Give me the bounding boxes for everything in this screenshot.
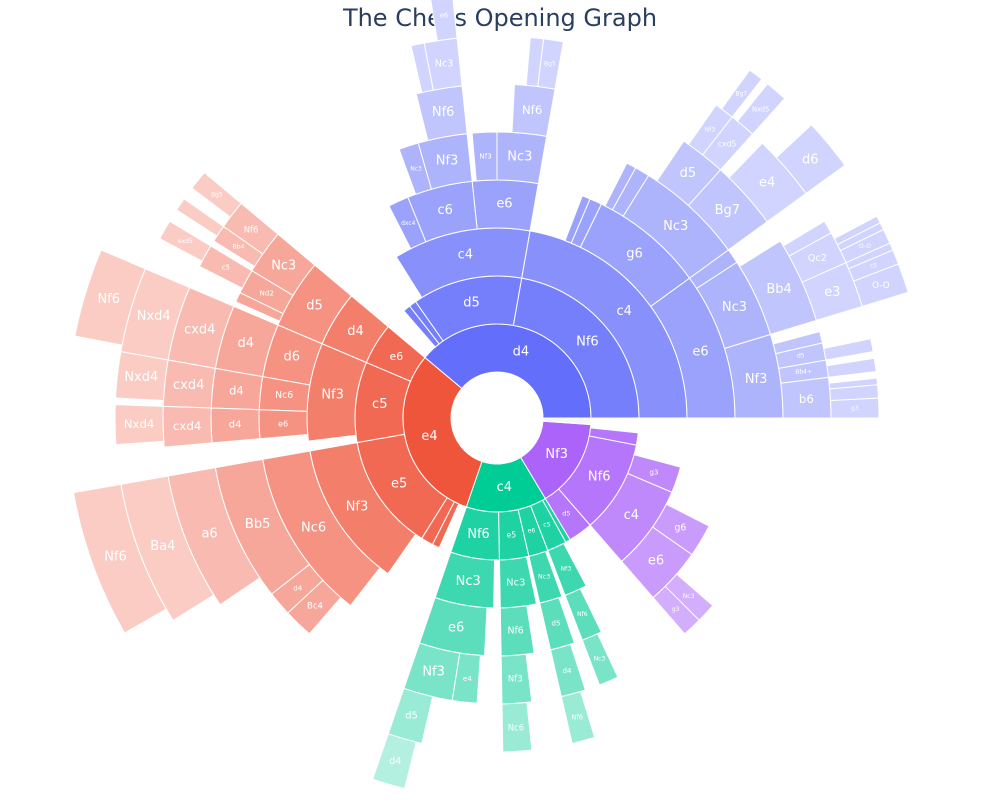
sunburst-segment-Nf6-92[interactable] [72, 483, 167, 634]
sunburst-segment-Nc3-12[interactable] [823, 337, 874, 361]
sunburst-segment-Nf6-114[interactable] [560, 690, 596, 745]
sunburst-segment-Nc6-109[interactable] [501, 701, 533, 753]
sunburst-segment-Nc3-126[interactable] [664, 573, 714, 621]
sunburst-center [451, 372, 543, 464]
sunburst-segment-d4-113[interactable] [549, 643, 587, 698]
sunburst-segment-b6-5[interactable] [780, 376, 832, 419]
sunburst-segment-Nf3-108[interactable] [500, 653, 533, 705]
sunburst-segment-Nf6-98[interactable] [450, 506, 500, 561]
sunburst-segment-cxd5-46[interactable] [525, 36, 545, 88]
sunburst-segment-d4-103[interactable] [371, 733, 417, 790]
sunburst-segment-Nc3-54[interactable] [398, 142, 433, 195]
sunburst-segment-Nbd2-10[interactable] [826, 357, 877, 378]
sunburst-segment-e4-104[interactable] [451, 652, 481, 704]
sunburst-segment-e6-42[interactable] [471, 179, 539, 232]
sunburst-segment-c5-23[interactable] [833, 215, 881, 246]
sunburst-segment-Nf6-50[interactable] [415, 85, 468, 142]
sunburst-segment-d6-57[interactable] [403, 305, 440, 348]
sunburst-segment-Nc3-99[interactable] [434, 551, 496, 609]
sunburst-segment-Nxd5-33[interactable] [736, 83, 786, 135]
sunburst-segment-e5-70[interactable] [235, 291, 284, 322]
sunburst-segment-c5-129[interactable] [588, 427, 639, 446]
sunburst-segment-Nf3-47[interactable] [471, 131, 498, 182]
sunburst-segment-cxd4-84[interactable] [162, 405, 213, 448]
sunburst-segment-Nf3-24[interactable] [782, 220, 832, 257]
sunburst-segment-Bg5-64[interactable] [191, 171, 242, 218]
sunburst-segment-d6-39[interactable] [564, 195, 591, 244]
sunburst-segment-exd5-69[interactable] [159, 220, 212, 262]
sunburst-segment-d6-30[interactable] [775, 124, 846, 195]
chart-title: The Chess Opening Graph [342, 4, 658, 32]
sunburst-segment-g6-127[interactable] [651, 503, 710, 556]
sunburst-segment-d5-102[interactable] [387, 687, 434, 745]
sunburst-segment-Bc4-94[interactable] [287, 579, 342, 635]
sunburst-segment-d4-83[interactable] [210, 407, 261, 444]
sunburst-segment-e5-66[interactable] [175, 198, 225, 237]
sunburst-segment-Nf6-44[interactable] [511, 83, 556, 137]
sunburst-segment-g3-128[interactable] [627, 454, 682, 493]
sunburst-segment-c5-13[interactable] [772, 330, 824, 355]
sunburst-segment-Nf6-107[interactable] [499, 605, 535, 657]
sunburst-segment-Bg7-35[interactable] [720, 69, 763, 118]
sunburst-segment-e6-52[interactable] [430, 0, 458, 42]
sunburst-segment-e6-82[interactable] [258, 409, 309, 440]
sunburst-segment-Bd2-8[interactable] [828, 377, 879, 390]
sunburst-segment-Nf6-77[interactable] [74, 249, 147, 346]
sunburst-segment-g3-6[interactable] [830, 397, 880, 419]
sunburst-segment-e3-53[interactable] [410, 42, 434, 94]
sunburst-segment-dxc4-55[interactable] [388, 196, 427, 250]
sunburst-segment-Nc3-118[interactable] [581, 633, 619, 686]
sunburst-segment-Nxd4-81[interactable] [114, 351, 169, 402]
sunburst-segment-Nxd4-85[interactable] [114, 404, 165, 446]
sunburst-segment-d6-96[interactable] [431, 501, 460, 549]
sunburst-segment-Nf3-37[interactable] [604, 162, 637, 211]
sunburst-segment-other-130[interactable] [542, 417, 592, 426]
sunburst-segment-cxd4-80[interactable] [162, 359, 216, 409]
sunburst-segment-Nc3-43[interactable] [496, 131, 548, 185]
